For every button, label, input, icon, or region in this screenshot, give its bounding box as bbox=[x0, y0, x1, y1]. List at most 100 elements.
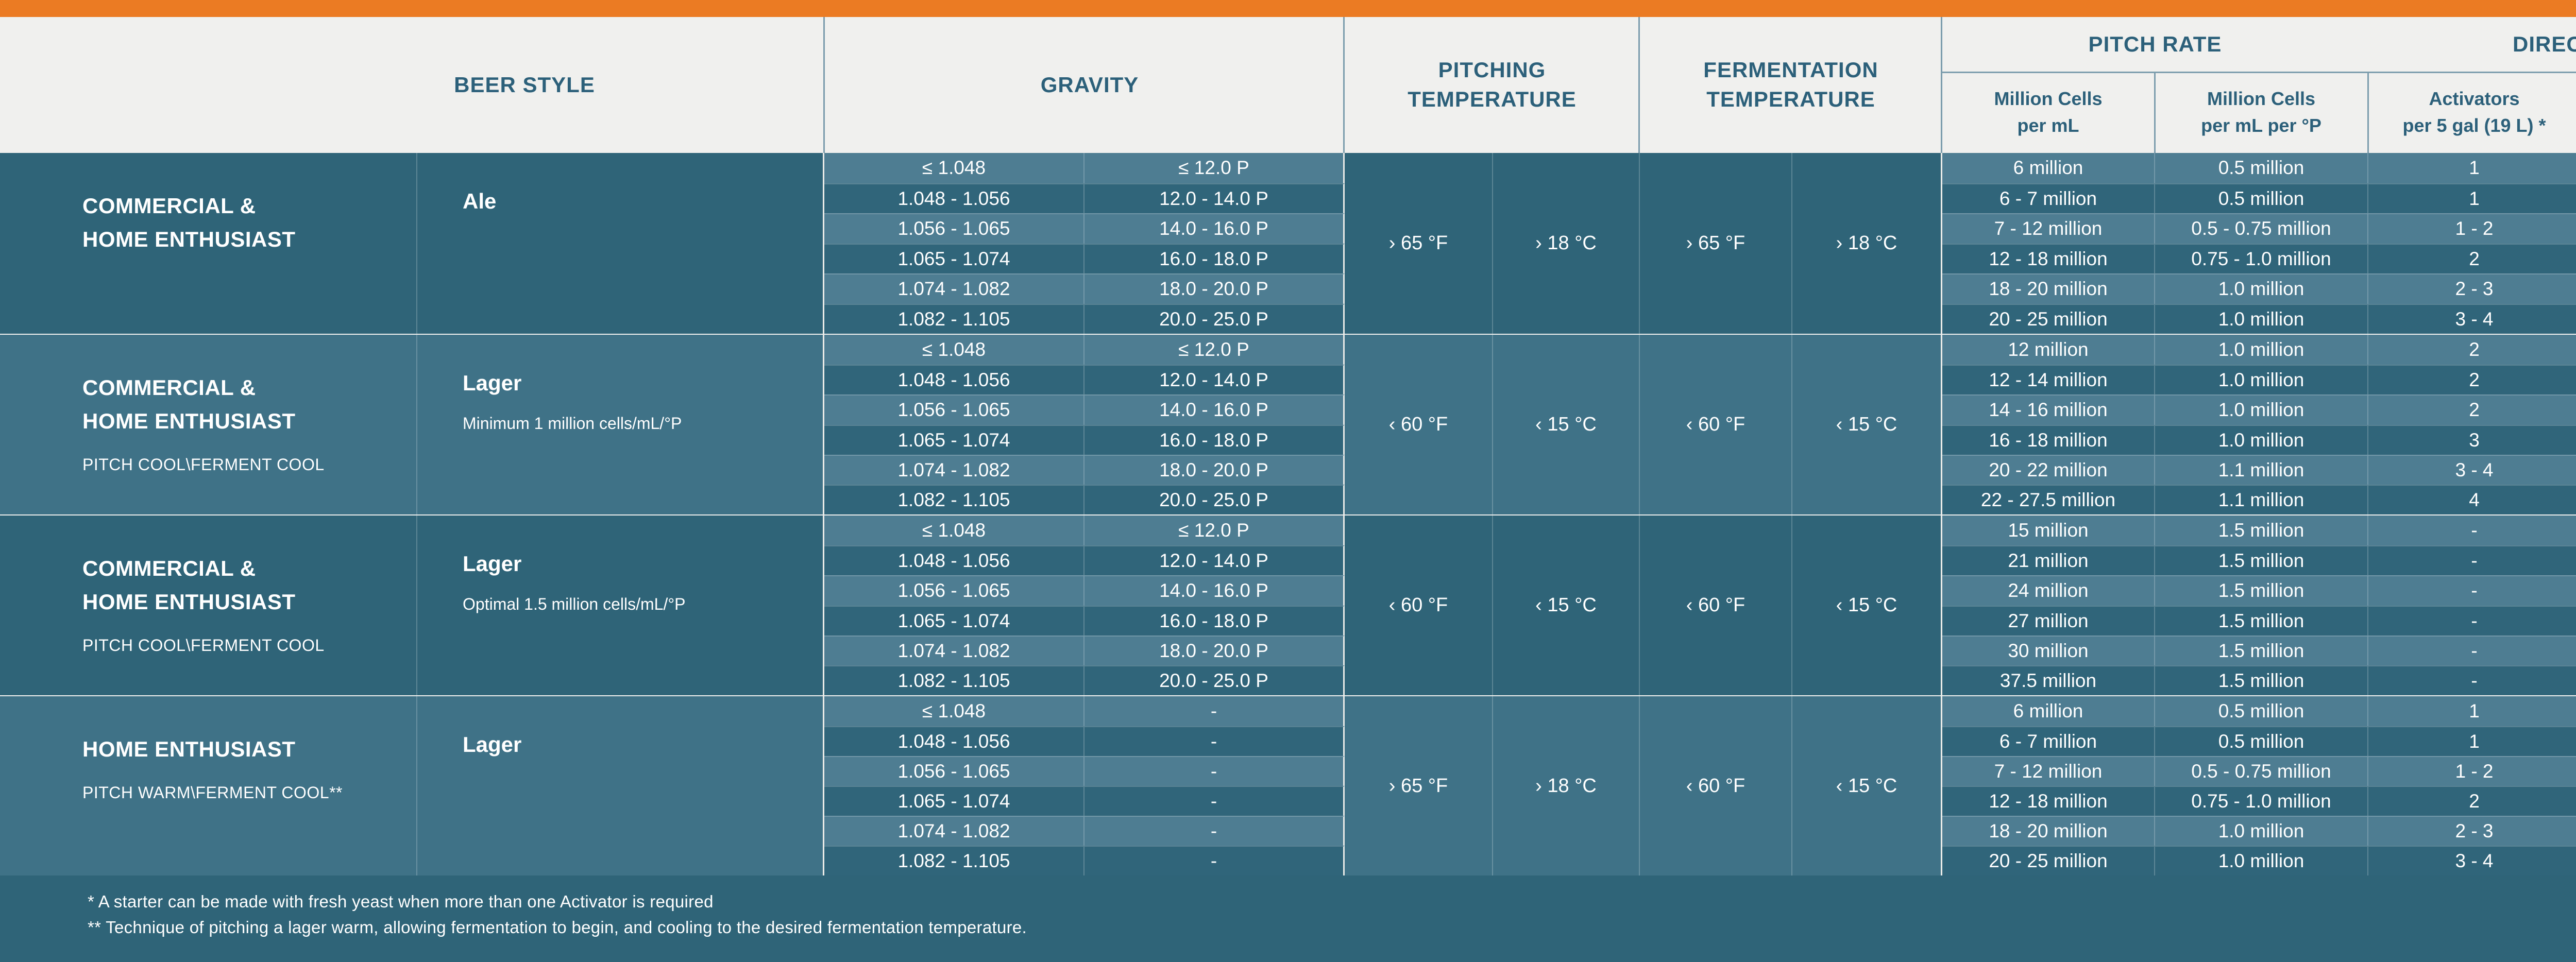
cells-ml-cell: 14 - 16 million bbox=[1942, 394, 2155, 425]
column-divider bbox=[823, 17, 825, 153]
audience-title: COMMERCIAL & HOME ENTHUSIAST bbox=[82, 375, 296, 434]
beer-style-cell: Lager Minimum 1 million cells/mL/°P bbox=[417, 335, 824, 514]
cells-ml-cell: 7 - 12 million bbox=[1942, 756, 2155, 786]
cells-ml-p-cell: 0.5 million bbox=[2155, 183, 2368, 213]
pitching-temp-c-cell: ‹ 15 °C bbox=[1493, 516, 1640, 695]
subcolumn-header-activators: Activators per 5 gal (19 L) * bbox=[2402, 88, 2546, 136]
cells-ml-cell: 15 million bbox=[1942, 516, 2155, 546]
plato-cell: - bbox=[1084, 846, 1345, 875]
plato-cell: - bbox=[1084, 726, 1345, 756]
beer-style-name: Lager bbox=[463, 371, 522, 395]
cells-ml-p-cell: 0.5 - 0.75 million bbox=[2155, 213, 2368, 244]
sg-cell: ≤ 1.048 bbox=[824, 335, 1084, 365]
plato-cell: 12.0 - 14.0 P bbox=[1084, 365, 1345, 395]
group-commercial-lager-optimal: COMMERCIAL & HOME ENTHUSIAST PITCH COOL\… bbox=[0, 514, 2576, 695]
audience-note: PITCH COOL\FERMENT COOL bbox=[82, 636, 325, 655]
cells-ml-cell: 12 - 18 million bbox=[1942, 243, 2155, 273]
cells-ml-cell: 6 - 7 million bbox=[1942, 183, 2155, 213]
column-divider bbox=[1638, 17, 1640, 153]
group-commercial-ale: COMMERCIAL & HOME ENTHUSIAST Ale › 65 °F… bbox=[0, 153, 2576, 334]
sg-cell: 1.065 - 1.074 bbox=[824, 424, 1084, 455]
sg-cell: 1.056 - 1.065 bbox=[824, 213, 1084, 244]
sg-cell: 1.048 - 1.056 bbox=[824, 545, 1084, 576]
fermentation-temp-f-cell: › 65 °F bbox=[1640, 153, 1792, 334]
beer-style-cell: Lager Optimal 1.5 million cells/mL/°P bbox=[417, 516, 824, 695]
plato-cell: 16.0 - 18.0 P bbox=[1084, 424, 1345, 455]
cells-ml-p-cell: 1.0 million bbox=[2155, 394, 2368, 425]
beer-style-cell: Lager bbox=[417, 696, 824, 875]
activators-cell: - bbox=[2368, 516, 2576, 546]
subcolumn-header-million-cells-per-ml-per-p: Million Cells per mL per °P bbox=[2201, 88, 2321, 136]
activators-cell: 3 - 4 bbox=[2368, 454, 2576, 485]
activators-cell: 2 bbox=[2368, 335, 2576, 365]
column-header-direct-pitch: DIRECT PITCH bbox=[2513, 32, 2576, 56]
sg-cell: 1.056 - 1.065 bbox=[824, 756, 1084, 786]
beer-style-note: Optimal 1.5 million cells/mL/°P bbox=[463, 595, 686, 613]
sg-cell: 1.048 - 1.056 bbox=[824, 365, 1084, 395]
cells-ml-cell: 27 million bbox=[1942, 605, 2155, 635]
fermentation-temp-c-cell: ‹ 15 °C bbox=[1792, 516, 1942, 695]
cells-ml-p-cell: 1.0 million bbox=[2155, 303, 2368, 334]
sg-cell: ≤ 1.048 bbox=[824, 696, 1084, 726]
audience-note: PITCH WARM\FERMENT COOL** bbox=[82, 783, 343, 802]
activators-cell: 3 bbox=[2368, 424, 2576, 455]
plato-cell: - bbox=[1084, 696, 1345, 726]
plato-cell: ≤ 12.0 P bbox=[1084, 335, 1345, 365]
beer-style-name: Lager bbox=[463, 552, 522, 576]
sg-cell: 1.065 - 1.074 bbox=[824, 243, 1084, 273]
activators-cell: 4 bbox=[2368, 484, 2576, 514]
activators-cell: 1 bbox=[2368, 696, 2576, 726]
cells-ml-cell: 12 million bbox=[1942, 335, 2155, 365]
top-accent-bar bbox=[0, 0, 2576, 17]
audience-cell: HOME ENTHUSIAST PITCH WARM\FERMENT COOL*… bbox=[0, 696, 417, 875]
plato-cell: 20.0 - 25.0 P bbox=[1084, 484, 1345, 514]
cells-ml-cell: 6 - 7 million bbox=[1942, 726, 2155, 756]
audience-note: PITCH COOL\FERMENT COOL bbox=[82, 455, 325, 474]
cells-ml-p-cell: 1.0 million bbox=[2155, 273, 2368, 304]
cells-ml-cell: 20 - 25 million bbox=[1942, 303, 2155, 334]
activators-cell: 2 bbox=[2368, 394, 2576, 425]
beer-style-note: Minimum 1 million cells/mL/°P bbox=[463, 414, 682, 433]
cells-ml-cell: 37.5 million bbox=[1942, 665, 2155, 695]
activators-cell: 2 bbox=[2368, 786, 2576, 816]
activators-cell: - bbox=[2368, 605, 2576, 635]
footnote-starter: * A starter can be made with fresh yeast… bbox=[88, 892, 714, 911]
activators-cell: 2 bbox=[2368, 243, 2576, 273]
cells-ml-p-cell: 1.0 million bbox=[2155, 816, 2368, 846]
plato-cell: 16.0 - 18.0 P bbox=[1084, 243, 1345, 273]
cells-ml-p-cell: 0.75 - 1.0 million bbox=[2155, 243, 2368, 273]
plato-cell: 12.0 - 14.0 P bbox=[1084, 545, 1345, 576]
sg-cell: 1.056 - 1.065 bbox=[824, 394, 1084, 425]
sg-cell: 1.074 - 1.082 bbox=[824, 273, 1084, 304]
sg-cell: 1.082 - 1.105 bbox=[824, 665, 1084, 695]
cells-ml-p-cell: 1.0 million bbox=[2155, 365, 2368, 395]
pitching-temp-f-cell: ‹ 60 °F bbox=[1345, 335, 1493, 514]
sg-cell: 1.065 - 1.074 bbox=[824, 786, 1084, 816]
cells-ml-p-cell: 0.5 million bbox=[2155, 153, 2368, 183]
pitching-temp-f-cell: › 65 °F bbox=[1345, 153, 1493, 334]
sg-cell: 1.082 - 1.105 bbox=[824, 303, 1084, 334]
sg-cell: 1.082 - 1.105 bbox=[824, 846, 1084, 875]
column-header-pitching-temperature: PITCHING TEMPERATURE bbox=[1408, 58, 1577, 111]
plato-cell: 16.0 - 18.0 P bbox=[1084, 605, 1345, 635]
sg-cell: 1.074 - 1.082 bbox=[824, 635, 1084, 665]
sg-cell: ≤ 1.048 bbox=[824, 153, 1084, 183]
sg-cell: 1.048 - 1.056 bbox=[824, 726, 1084, 756]
plato-cell: - bbox=[1084, 756, 1345, 786]
cells-ml-p-cell: 1.0 million bbox=[2155, 846, 2368, 875]
plato-cell: 18.0 - 20.0 P bbox=[1084, 454, 1345, 485]
plato-cell: 20.0 - 25.0 P bbox=[1084, 303, 1345, 334]
pitching-temp-c-cell: › 18 °C bbox=[1493, 153, 1640, 334]
sg-cell: 1.082 - 1.105 bbox=[824, 484, 1084, 514]
fermentation-temp-f-cell: ‹ 60 °F bbox=[1640, 696, 1792, 875]
column-divider bbox=[1941, 17, 1942, 153]
plato-cell: 12.0 - 14.0 P bbox=[1084, 183, 1345, 213]
cells-ml-cell: 21 million bbox=[1942, 545, 2155, 576]
sg-cell: 1.048 - 1.056 bbox=[824, 183, 1084, 213]
pitching-temp-f-cell: › 65 °F bbox=[1345, 696, 1493, 875]
fermentation-temp-c-cell: ‹ 15 °C bbox=[1792, 335, 1942, 514]
activators-cell: 3 - 4 bbox=[2368, 846, 2576, 875]
fermentation-temp-c-cell: ‹ 15 °C bbox=[1792, 696, 1942, 875]
cells-ml-cell: 24 million bbox=[1942, 575, 2155, 606]
cells-ml-p-cell: 1.1 million bbox=[2155, 454, 2368, 485]
